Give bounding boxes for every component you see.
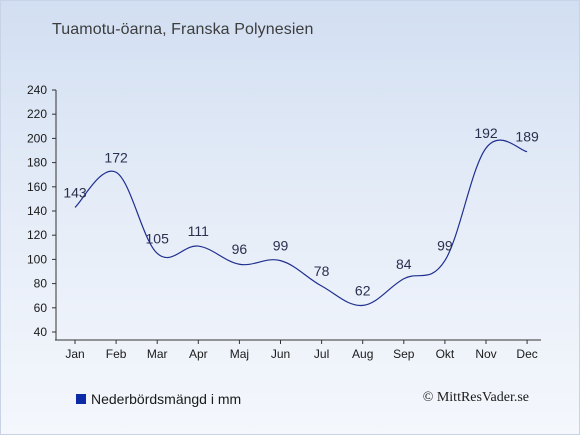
data-label: 143 (63, 184, 87, 200)
data-label: 99 (437, 238, 453, 254)
series-line-precipitation (74, 139, 528, 306)
x-tick-label: Sep (393, 347, 415, 361)
x-tick-label: Apr (189, 347, 208, 361)
x-tick-label: Maj (230, 347, 249, 361)
chart-title: Tuamotu-öarna, Franska Polynesien (52, 21, 314, 38)
x-tick-label: Nov (475, 347, 496, 361)
y-tick-label: 220 (27, 107, 47, 121)
data-label: 172 (104, 149, 128, 165)
data-label: 96 (232, 241, 248, 257)
credit-text: © MittResVader.se (422, 390, 529, 405)
x-tick-label: Mar (147, 347, 168, 361)
data-label: 62 (355, 282, 371, 298)
x-tick-label: Jan (65, 347, 84, 361)
data-label: 78 (314, 263, 330, 279)
data-label: 84 (396, 256, 412, 272)
y-tick-label: 40 (34, 325, 48, 339)
x-tick-label: Dec (516, 347, 537, 361)
legend-label: Nederbördsmängd i mm (91, 391, 242, 407)
legend: Nederbördsmängd i mm (76, 391, 241, 407)
y-tick-label: 120 (27, 228, 47, 242)
data-label: 105 (146, 230, 170, 246)
x-tick-label: Jun (271, 347, 290, 361)
y-tick-label: 80 (34, 277, 48, 291)
y-tick-label: 140 (27, 204, 47, 218)
y-tick-label: 180 (27, 156, 47, 170)
data-label: 192 (474, 125, 498, 141)
data-label: 99 (273, 238, 289, 254)
data-label: 111 (188, 223, 209, 239)
x-tick-label: Okt (436, 347, 455, 361)
y-tick-label: 160 (27, 180, 47, 194)
legend-swatch (76, 394, 86, 404)
y-tick-label: 100 (27, 252, 47, 266)
data-label: 189 (515, 129, 539, 145)
x-tick-label: Feb (106, 347, 127, 361)
x-tick-label: Jul (314, 347, 329, 361)
x-tick-label: Aug (352, 347, 373, 361)
y-tick-label: 60 (34, 301, 48, 315)
y-tick-label: 200 (27, 131, 47, 145)
y-tick-label: 240 (27, 83, 47, 97)
